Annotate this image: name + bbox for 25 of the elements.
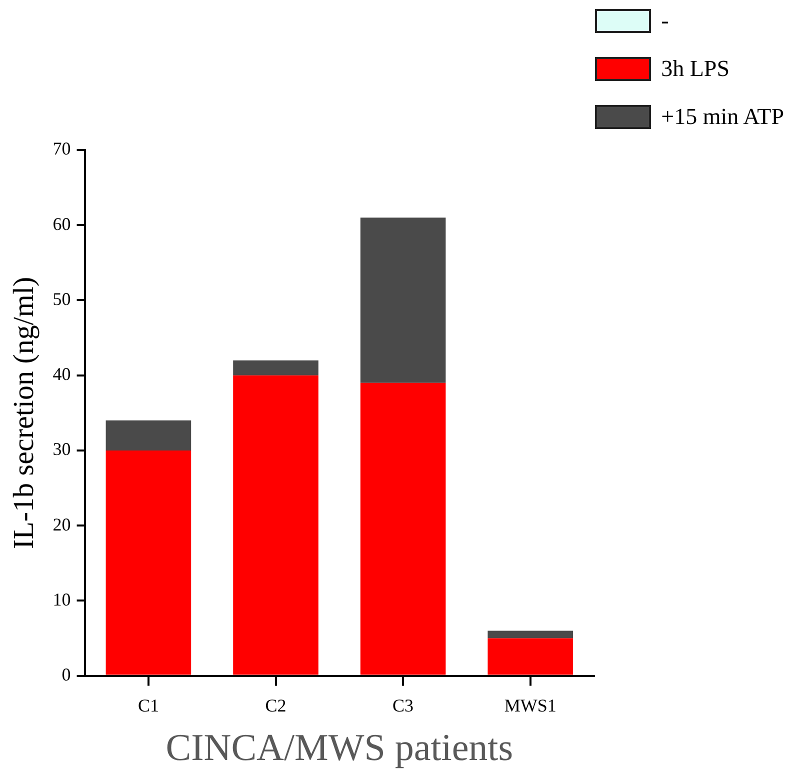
bar [360, 382, 446, 675]
y-tick-label: 40 [52, 364, 71, 384]
x-tick-label: C3 [392, 695, 414, 716]
bar [106, 420, 192, 450]
y-tick-label: 20 [52, 514, 71, 534]
y-tick-label: 60 [52, 214, 71, 234]
bar [233, 375, 318, 675]
x-tick-label: C2 [265, 695, 286, 716]
x-tick-label: MWS1 [504, 695, 556, 716]
y-tick-label: 10 [52, 589, 71, 610]
legend-label: +15 min ATP [661, 104, 784, 130]
bar [488, 638, 573, 675]
bar [233, 360, 318, 376]
bar [360, 218, 446, 383]
y-tick-label: 30 [52, 439, 71, 460]
y-tick-label: 50 [52, 288, 71, 309]
y-tick-label: 0 [62, 664, 71, 685]
legend-label: - [661, 8, 669, 34]
x-axis-title: CINCA/MWS patients [166, 727, 514, 770]
y-axis-title: IL-1b secretion (ng/ml) [8, 276, 40, 549]
bar [488, 630, 573, 638]
legend-label: 3h LPS [661, 56, 730, 82]
y-tick-label: 70 [52, 138, 71, 159]
bar [106, 450, 192, 675]
x-tick-label: C1 [138, 695, 159, 716]
